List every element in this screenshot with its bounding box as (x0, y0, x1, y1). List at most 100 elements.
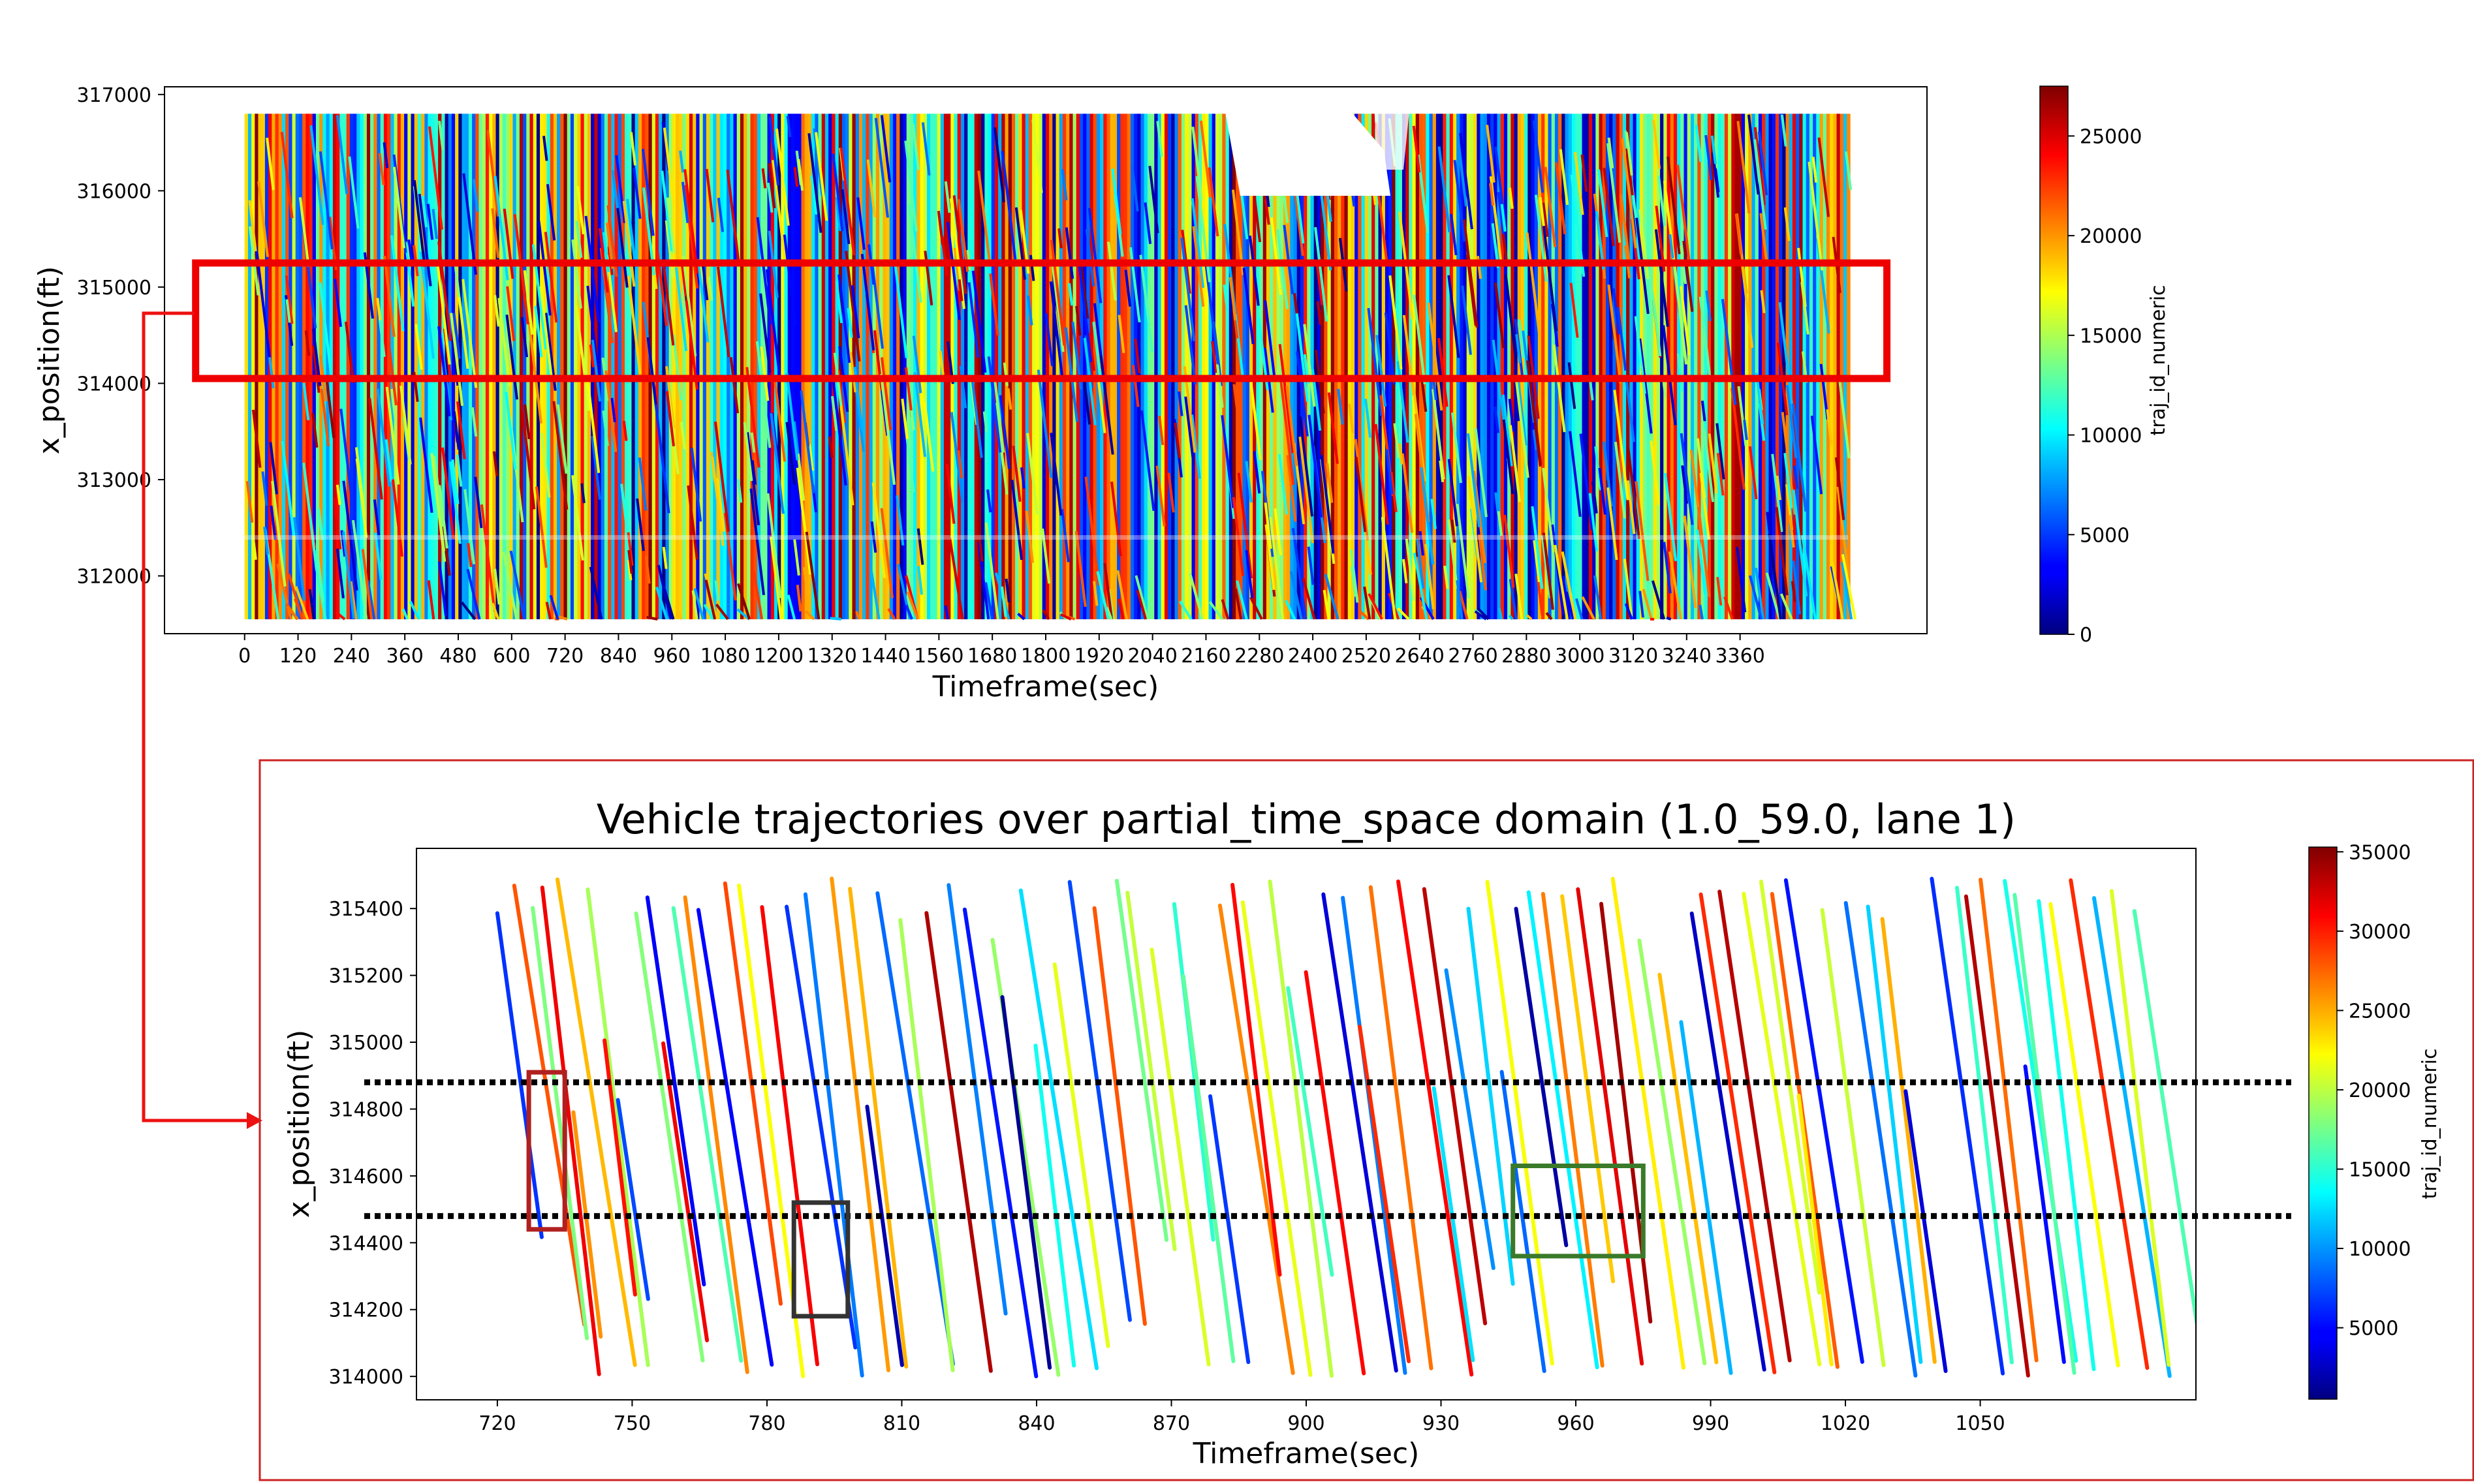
detail-trajectory-line (2112, 891, 2169, 1365)
overview-trajectory-strip (890, 114, 894, 619)
overview-colorbar-tick-label: 10000 (2080, 425, 2142, 448)
detail-x-tick-label: 1050 (1955, 1412, 2005, 1435)
overview-trajectory-strip (360, 114, 364, 619)
overview-trajectory-strip (1103, 114, 1107, 619)
overview-trajectory-strip (696, 114, 700, 619)
detail-trajectory-line (1692, 914, 1764, 1370)
overview-trajectory-strip (282, 114, 286, 619)
overview-trajectory-strip (1413, 114, 1417, 619)
overview-trajectory-strip (744, 114, 747, 619)
overview-trajectory-strip (689, 114, 693, 619)
detail-x-tick-label: 750 (614, 1412, 651, 1435)
overview-x-tick-label: 240 (333, 645, 370, 668)
overview-x-tick-label: 1800 (1021, 645, 1071, 668)
overview-trajectory-strip (370, 114, 374, 619)
overview-trajectory-strip (1202, 114, 1206, 619)
overview-trajectory-strip (1229, 114, 1233, 619)
overview-trajectory-strip (625, 114, 629, 619)
overview-trajectory-strip (1073, 114, 1077, 619)
overview-trajectory-strip (1107, 114, 1111, 619)
overview-x-tick-label: 960 (653, 645, 691, 668)
overview-colorbar-tick-label: 15000 (2080, 325, 2142, 348)
overview-trajectory-strip (1009, 114, 1012, 619)
detail-trajectory-line (1846, 903, 1916, 1376)
overview-trajectory-strip (523, 114, 527, 619)
detail-trajectory-lines (497, 878, 2204, 1376)
overview-trajectory-strip (1646, 114, 1650, 619)
detail-colorbar-gradient (2309, 847, 2337, 1399)
detail-trajectory-line (1883, 919, 1935, 1362)
overview-trajectory-strip (1127, 114, 1131, 619)
overview-trajectory-strip (275, 114, 279, 619)
overview-trajectory-strip (571, 114, 574, 619)
overview-trajectory-strip (1168, 114, 1172, 619)
overview-trajectory-strip (587, 114, 591, 619)
detail-trajectory-line (1434, 1088, 1473, 1360)
overview-x-tick-label: 3360 (1715, 645, 1764, 668)
detail-trajectory-line (877, 893, 953, 1365)
overview-trajectory-strip (1015, 114, 1019, 619)
overview-trajectory-strip (560, 114, 564, 619)
overview-trajectory-strip (832, 114, 836, 619)
overview-trajectory-strip (526, 114, 530, 619)
detail-colorbar-tick-label: 10000 (2349, 1238, 2411, 1261)
overview-trajectory-strip (1776, 114, 1779, 619)
overview-trajectory-strip (1738, 114, 1742, 619)
detail-trajectory-line (900, 920, 952, 1370)
overview-trajectory-strip (428, 114, 432, 619)
overview-trajectory-strip (1012, 114, 1016, 619)
detail-colorbar-tick-label: 5000 (2349, 1318, 2398, 1340)
overview-trajectory-strip (751, 114, 755, 619)
detail-y-ticks: 3140003142003144003146003148003150003152… (328, 898, 416, 1389)
overview-trajectory-strip (964, 114, 968, 619)
overview-trajectory-strip (1691, 114, 1695, 619)
overview-trajectory-points (243, 104, 1855, 619)
overview-trajectory-strip (598, 114, 602, 619)
overview-trajectory-strip (1124, 114, 1128, 619)
overview-trajectory-strip (679, 114, 683, 619)
detail-trajectory-line (1183, 976, 1234, 1361)
overview-y-tick-label: 313000 (76, 469, 151, 492)
overview-trajectory-strip (1833, 114, 1837, 619)
overview-x-tick-label: 2640 (1395, 645, 1445, 668)
overview-y-tick-label: 317000 (76, 84, 151, 107)
overview-trajectory-strip (367, 114, 371, 619)
overview-y-tick-label: 315000 (76, 277, 151, 300)
detail-y-tick-label: 314600 (328, 1166, 403, 1188)
overview-trajectory-strip (907, 114, 911, 619)
overview-trajectory-strip (1453, 114, 1457, 619)
overview-x-tick-label: 2520 (1341, 645, 1391, 668)
detail-trajectory-line (1117, 881, 1167, 1240)
overview-trajectory-strip (1148, 114, 1151, 619)
detail-trajectory-line (1905, 1091, 1945, 1371)
overview-y-tick-label: 312000 (76, 565, 151, 588)
overview-trajectory-strip (1782, 114, 1786, 619)
overview-trajectory-strip (700, 114, 704, 619)
overview-trajectory-strip (1620, 114, 1623, 619)
detail-trajectory-line (1516, 909, 1567, 1246)
overview-trajectory-strip (262, 114, 266, 619)
overview-colorbar-tick-label: 5000 (2080, 524, 2129, 547)
detail-trajectory-line (1502, 1072, 1544, 1371)
detail-panel-frame (260, 760, 2473, 1480)
overview-trajectory-strip (621, 114, 625, 619)
detail-trajectory-line (1288, 988, 1332, 1275)
detail-y-tick-label: 315400 (328, 898, 403, 921)
detail-y-tick-label: 314000 (328, 1366, 403, 1389)
overview-x-tick-label: 480 (439, 645, 477, 668)
overview-trajectory-strip (1748, 114, 1752, 619)
overview-colorbar-tick-label: 20000 (2080, 225, 2142, 248)
overview-trajectory-strip (828, 114, 832, 619)
overview-trajectory-strip (1154, 114, 1158, 619)
overview-trajectory-strip (1158, 114, 1162, 619)
overview-trajectory-strip (1725, 114, 1729, 619)
overview-trajectory-strip (825, 114, 829, 619)
overview-trajectory-strip (1175, 114, 1179, 619)
detail-trajectory-line (806, 894, 862, 1375)
overview-trajectory-strip (438, 114, 442, 619)
detail-chart-title: Vehicle trajectories over partial_time_s… (597, 796, 2016, 843)
detail-trajectory-line (1323, 895, 1396, 1371)
